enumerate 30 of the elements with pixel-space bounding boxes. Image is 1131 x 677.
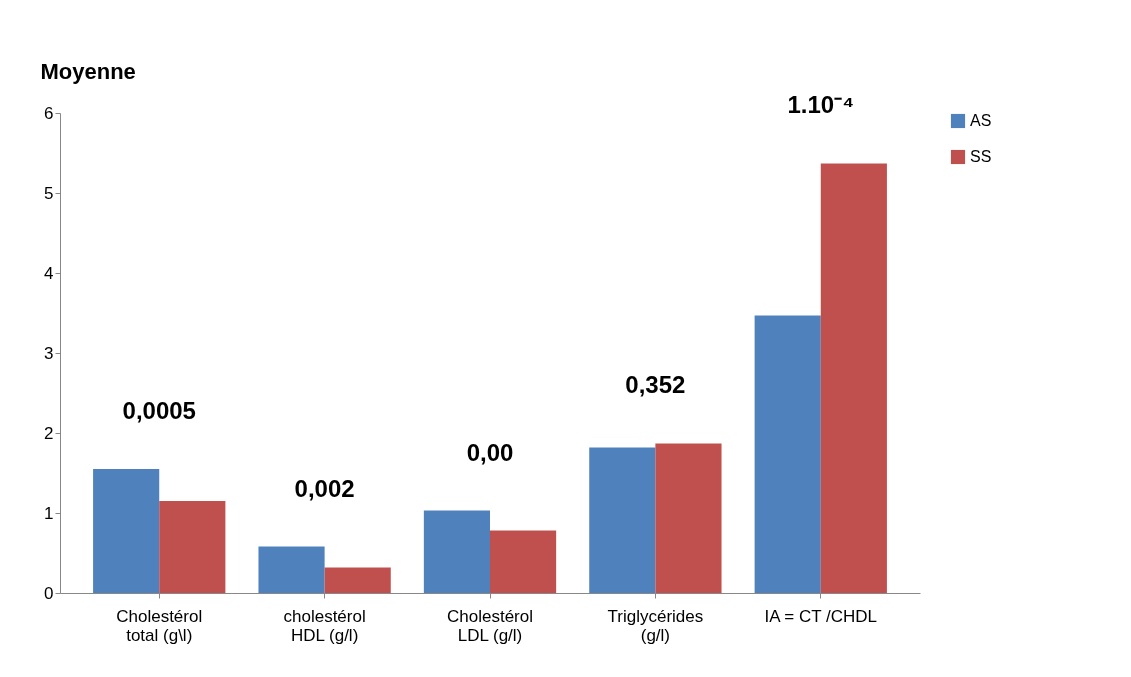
bar: [159, 501, 226, 593]
x-tick-label: Triglycérides (g/l): [607, 606, 704, 645]
y-tick-label: 0: [44, 583, 54, 603]
annotation: 0,0005: [122, 397, 196, 424]
bar: [754, 315, 821, 593]
bar: [655, 443, 722, 593]
x-tick-label: Cholestérol LDL (g/l): [447, 606, 533, 645]
bar: [490, 530, 557, 593]
annotation: 0,002: [294, 474, 355, 502]
y-tick-label: 3: [44, 343, 54, 363]
y-tick-label: 1: [44, 503, 54, 523]
legend-label: AS: [970, 112, 992, 129]
y-tick-label: 2: [44, 423, 54, 443]
bar: [820, 163, 887, 593]
annotation: 0,00: [466, 438, 514, 466]
x-tick-label: IA = CT /CHDL: [764, 606, 878, 626]
legend-label: SS: [970, 148, 992, 165]
x-tick-label: cholestérol HDL (g/l): [283, 606, 366, 645]
annotation: 1.10⁻⁴: [787, 91, 855, 119]
bar: [589, 447, 656, 593]
y-tick-label: 4: [44, 263, 54, 283]
bar: [423, 510, 490, 593]
bar: [324, 567, 391, 593]
annotation: 0,352: [625, 371, 686, 399]
bar: [258, 546, 325, 593]
x-tick-label: Cholestérol total (g\l): [116, 606, 203, 645]
y-axis-title: Moyenne: [40, 58, 136, 84]
bar: [93, 469, 160, 593]
y-tick-label: 6: [44, 103, 54, 123]
y-tick-label: 5: [44, 183, 54, 203]
